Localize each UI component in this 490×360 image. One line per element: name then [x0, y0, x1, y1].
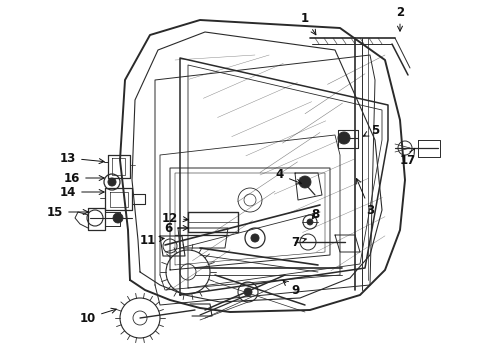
Text: 4: 4	[276, 168, 301, 184]
Text: 15: 15	[47, 206, 88, 219]
Circle shape	[338, 132, 350, 144]
Text: 5: 5	[364, 123, 379, 136]
Circle shape	[307, 219, 313, 225]
Circle shape	[244, 288, 252, 296]
Text: 14: 14	[60, 185, 104, 198]
Text: 13: 13	[60, 152, 104, 165]
Circle shape	[299, 176, 311, 188]
Text: 11: 11	[140, 234, 164, 247]
Text: 8: 8	[311, 208, 319, 221]
Text: 12: 12	[162, 211, 188, 225]
Circle shape	[251, 234, 259, 242]
Text: 9: 9	[283, 280, 299, 297]
Circle shape	[108, 178, 116, 186]
Text: 1: 1	[301, 12, 316, 35]
Circle shape	[113, 213, 123, 223]
Text: 3: 3	[356, 179, 374, 216]
Text: 2: 2	[396, 5, 404, 31]
Text: 6: 6	[164, 221, 188, 234]
Text: 10: 10	[80, 308, 116, 324]
Text: 16: 16	[64, 171, 104, 184]
Text: 17: 17	[400, 148, 416, 166]
Text: 7: 7	[291, 235, 306, 248]
